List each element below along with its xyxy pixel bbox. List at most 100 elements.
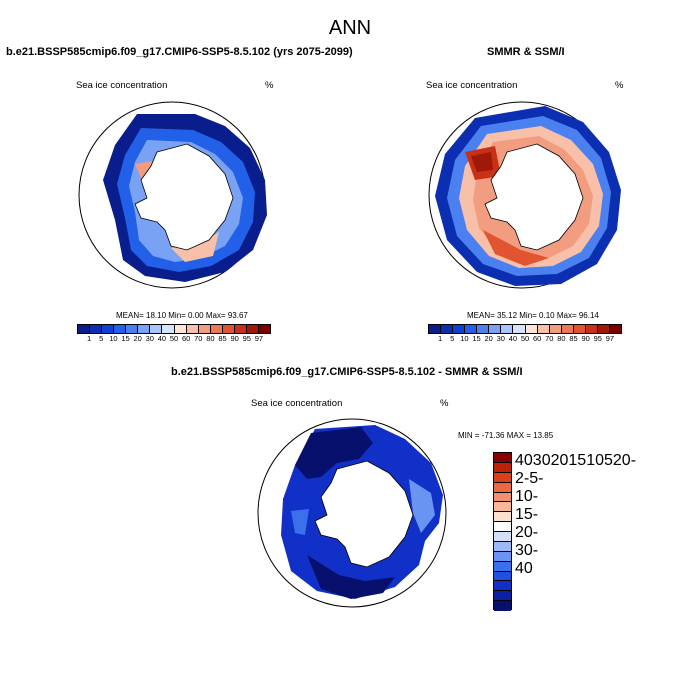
panel-2-colorbar-swatch [549,325,562,333]
panel-2-colorbar-tick-label: 97 [605,334,615,343]
panel-1-colorbar-swatch [186,325,199,333]
panel-3-colorbar-swatch [494,453,511,463]
panel-2-colorbar-swatch [489,325,502,333]
panel-3-colorbar-tick-label: 5 [603,452,613,469]
panel-3-units-label: % [440,398,449,409]
panel-2-colorbar-swatch [513,325,526,333]
panel-1-variable-label: Sea ice concentration [76,80,168,91]
panel-3-colorbar-swatch [494,541,511,552]
panel-3-colorbar-tick-label: -2 [515,452,637,487]
panel-3-antarctica [314,460,414,568]
panel-2-colorbar-tick-label: 50 [520,334,530,343]
panel-1-colorbar-tick-label: 10 [109,334,118,343]
panel-1-colorbar-tick-label: 5 [99,334,104,343]
panel-2-colorbar: 1 5 10 15 20 30 40 50 60 70 80 85 90 95 97 [428,324,622,344]
panel-3-colorbar-tick-label: 20 [550,452,569,469]
panel-3-colorbar [493,452,512,611]
panel-1-colorbar-swatch [102,325,115,333]
panel-1-colorbar-tick-label: 30 [145,334,154,343]
panel-1-colorbar-swatch [174,325,187,333]
panel-3-colorbar-tick-label: -10 [515,470,544,505]
panel-1-colorbar-tick-label: 70 [194,334,203,343]
panel-2-stats: MEAN= 35.12 Min= 0.10 Max= 96.14 [467,311,599,320]
panel-1-colorbar-swatch [210,325,223,333]
panel-2-colorbar-swatch [561,325,574,333]
panel-1-colorbar-swatch [258,325,270,333]
panel-2-colorbar-swatch [597,325,610,333]
panel-1-antarctica [134,143,234,251]
panel-2-colorbar-tick-label: 95 [593,334,602,343]
panel-2-colorbar-tick-label: 15 [472,334,481,343]
panel-2-colorbar-tick-label: 10 [460,334,469,343]
panel-2-colorbar-swatch [609,325,621,333]
panel-3-colorbar-swatch [494,601,511,611]
panel-2-colorbar-swatch [585,325,598,333]
panel-2-colorbar-swatch [441,325,454,333]
panel-3-colorbar-swatch [494,502,511,513]
panel-3-colorbar-tick-label: -20 [515,506,539,541]
panel-2-colorbar-tick-label: 40 [508,334,518,343]
panel-1-colorbar-swatch [126,325,139,333]
panel-3-colorbar-tick-label: -40 [515,542,539,577]
panel-2-colorbar-tick-label: 85 [569,334,578,343]
panel-2-colorbar-tick-label: 70 [545,334,554,343]
panel-3-colorbar-tick-label: -30 [515,524,539,559]
panel-3-colorbar-tick-label: -15 [515,488,539,523]
panel-1-colorbar-tick-label: 90 [230,334,239,343]
panel-3-colorbar-labels: 4030201510520-2-5-10-15-20-30-40 [515,452,636,610]
panel-2-variable-label: Sea ice concentration [426,80,518,91]
panel-2-colorbar-tick-label: 30 [496,334,505,343]
panel-3-stats: MIN = -71.36 MAX = 13.85 [458,431,554,440]
panel-1-stats: MEAN= 18.10 Min= 0.00 Max= 93.67 [116,311,248,320]
panel-1-colorbar-tick-label: 95 [242,334,251,343]
panel-2-units-label: % [615,80,624,91]
panel-3-colorbar-swatch [494,462,511,473]
panel-1-colorbar-swatch [222,325,235,333]
panel-3-map [257,418,447,608]
panel-1-colorbar-tick-label: 60 [181,334,191,343]
panel-2-colorbar-swatch [429,325,442,333]
panel-2-colorbar-swatch [465,325,478,333]
panel-2-colorbar-swatch [525,325,538,333]
panel-3-colorbar-swatch [494,551,511,562]
panel-1-map [78,101,267,289]
figure-title: ANN [328,17,372,39]
panel-1-colorbar-swatch [162,325,175,333]
panel-1-colorbar-swatch [90,325,103,333]
panel-1-colorbar-swatch [198,325,211,333]
panel-3-colorbar-swatch [494,591,511,602]
panel-2-colorbar-swatch [537,325,550,333]
panel-2-colorbar-swatch [501,325,514,333]
panel-3-colorbar-swatch [494,571,511,582]
panel-3-colorbar-tick-label: 30 [532,452,551,469]
panel-2-colorbar-tick-label: 5 [450,334,455,343]
panel-2-colorbar-swatch [453,325,466,333]
panel-3-colorbar-swatch [494,492,511,503]
panel-3-colorbar-swatch [494,581,511,592]
panel-1-title: b.e21.BSSP585cmip6.f09_g17.CMIP6-SSP5-8.… [6,46,353,58]
panel-1-colorbar-swatch [234,325,247,333]
panel-2-colorbar-swatch [477,325,490,333]
panel-3-colorbar-swatch [494,522,511,532]
panel-3-colorbar-swatch [494,532,511,542]
panel-3-colorbar-tick-label: 0 [621,452,631,469]
panel-3-colorbar-tick-label: 40 [515,452,533,469]
panel-2-colorbar-tick-label: 20 [484,334,493,343]
panel-2-colorbar-tick-label: 80 [557,334,566,343]
panel-1-colorbar-swatch [138,325,151,333]
panel-1-colorbar-swatch [246,325,259,333]
panel-2-antarctica [484,143,584,251]
panel-1-colorbar-tick-label: 97 [254,334,264,343]
panel-3-colorbar-tick-label: 10 [586,452,604,469]
panel-3-variable-label: Sea ice concentration [251,398,343,409]
panel-2-colorbar-tick-label: 1 [438,334,443,343]
panel-3-colorbar-swatch [494,561,511,572]
panel-3-colorbar-swatch [494,472,511,483]
panel-2-map [428,101,621,289]
panel-2-colorbar-tick-label: 90 [581,334,590,343]
panel-1-colorbar-swatch [78,325,91,333]
panel-3-colorbar-swatch [494,482,511,493]
panel-1-colorbar-tick-label: 15 [121,334,130,343]
panel-1-colorbar: 1 5 10 15 20 30 40 50 60 70 80 85 90 95 97 [77,324,271,344]
panel-1-colorbar-tick-label: 85 [218,334,227,343]
